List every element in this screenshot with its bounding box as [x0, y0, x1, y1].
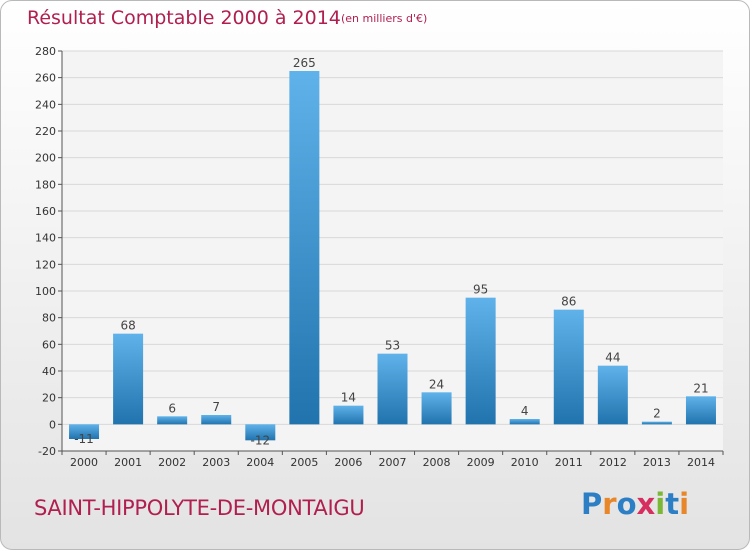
bar-2005: [289, 71, 320, 425]
x-tick-label: 2000: [70, 456, 98, 469]
data-label: -11: [74, 432, 94, 446]
x-tick-label: 2011: [555, 456, 583, 469]
axis-layer: -20 0 20 40 60 80 100 120 140 160 180 200 220 240 260 2…: [35, 45, 724, 469]
data-label: 4: [521, 404, 529, 418]
logo-letter: x: [636, 487, 656, 521]
x-tick-label: 2006: [334, 456, 362, 469]
y-tick-label: 160: [35, 205, 56, 218]
bar-2012: [597, 365, 628, 425]
bar-2002: [157, 416, 188, 425]
y-tick-label: 280: [35, 45, 56, 58]
y-tick-label: 140: [35, 232, 56, 245]
bar-2004: [245, 424, 276, 441]
bar-layer: [69, 71, 716, 441]
data-label: 21: [693, 381, 708, 395]
bar-2014: [685, 396, 716, 425]
y-tick-label: 120: [35, 258, 56, 271]
data-label: 7: [212, 400, 220, 414]
logo-letter: t: [665, 487, 680, 521]
data-label: 86: [561, 295, 576, 309]
data-label: -12: [250, 433, 270, 447]
y-tick-label: 20: [42, 392, 56, 405]
chart-title: Résultat Comptable 2000 à 2014: [27, 7, 341, 29]
y-tick-label: 80: [42, 312, 56, 325]
bar-2003: [201, 415, 232, 425]
data-label: 6: [168, 401, 176, 415]
x-tick-label: 2002: [158, 456, 186, 469]
logo-letter: i: [655, 487, 666, 521]
x-tick-label: 2009: [467, 456, 495, 469]
y-tick-label: 100: [35, 285, 56, 298]
x-tick-label: 2003: [202, 456, 230, 469]
y-tick-label: 0: [49, 418, 56, 431]
y-tick-label: 220: [35, 125, 56, 138]
logo-letter: o: [616, 487, 637, 521]
x-tick-label: 2012: [599, 456, 627, 469]
bar-2010: [509, 419, 540, 425]
bar-2013: [641, 421, 672, 425]
x-tick-label: 2005: [290, 456, 318, 469]
y-tick-label: 200: [35, 152, 56, 165]
data-label: 24: [429, 377, 444, 391]
data-label: 265: [293, 56, 316, 70]
y-tick-label: 60: [42, 338, 56, 351]
x-tick-label: 2007: [379, 456, 407, 469]
bar-2009: [465, 297, 496, 425]
bar-2000: [69, 424, 100, 439]
data-label: 95: [473, 283, 488, 297]
place-name: SAINT-HIPPOLYTE-DE-MONTAIGU: [34, 496, 365, 520]
x-tick-label: 2013: [643, 456, 671, 469]
label-layer: -11 68 6 7 -12 265 14 53 24 95 4 86 44 2 21: [74, 56, 708, 447]
data-label: 44: [605, 351, 620, 365]
logo-letter: r: [602, 487, 617, 521]
bar-2007: [377, 353, 408, 425]
chart-subtitle: (en milliers d'€): [341, 12, 428, 25]
y-tick-label: 40: [42, 365, 56, 378]
data-label: 2: [653, 407, 661, 421]
bar-2001: [113, 333, 144, 425]
y-tick-label: -20: [38, 445, 56, 458]
x-tick-label: 2010: [511, 456, 539, 469]
y-tick-label: 260: [35, 72, 56, 85]
data-label: 68: [120, 319, 135, 333]
bar-2008: [421, 392, 452, 425]
bar-2011: [553, 309, 584, 425]
x-tick-label: 2001: [114, 456, 142, 469]
data-label: 53: [385, 339, 400, 353]
x-tick-label: 2008: [423, 456, 451, 469]
logo-letter: i: [679, 487, 690, 521]
logo-letter: P: [581, 487, 603, 521]
data-label: 14: [341, 391, 356, 405]
y-tick-label: 180: [35, 178, 56, 191]
proxiti-logo[interactable]: Proxiti: [581, 487, 689, 521]
x-tick-label: 2004: [246, 456, 274, 469]
x-tick-label: 2014: [687, 456, 715, 469]
bar-2006: [333, 405, 364, 425]
y-tick-label: 240: [35, 98, 56, 111]
